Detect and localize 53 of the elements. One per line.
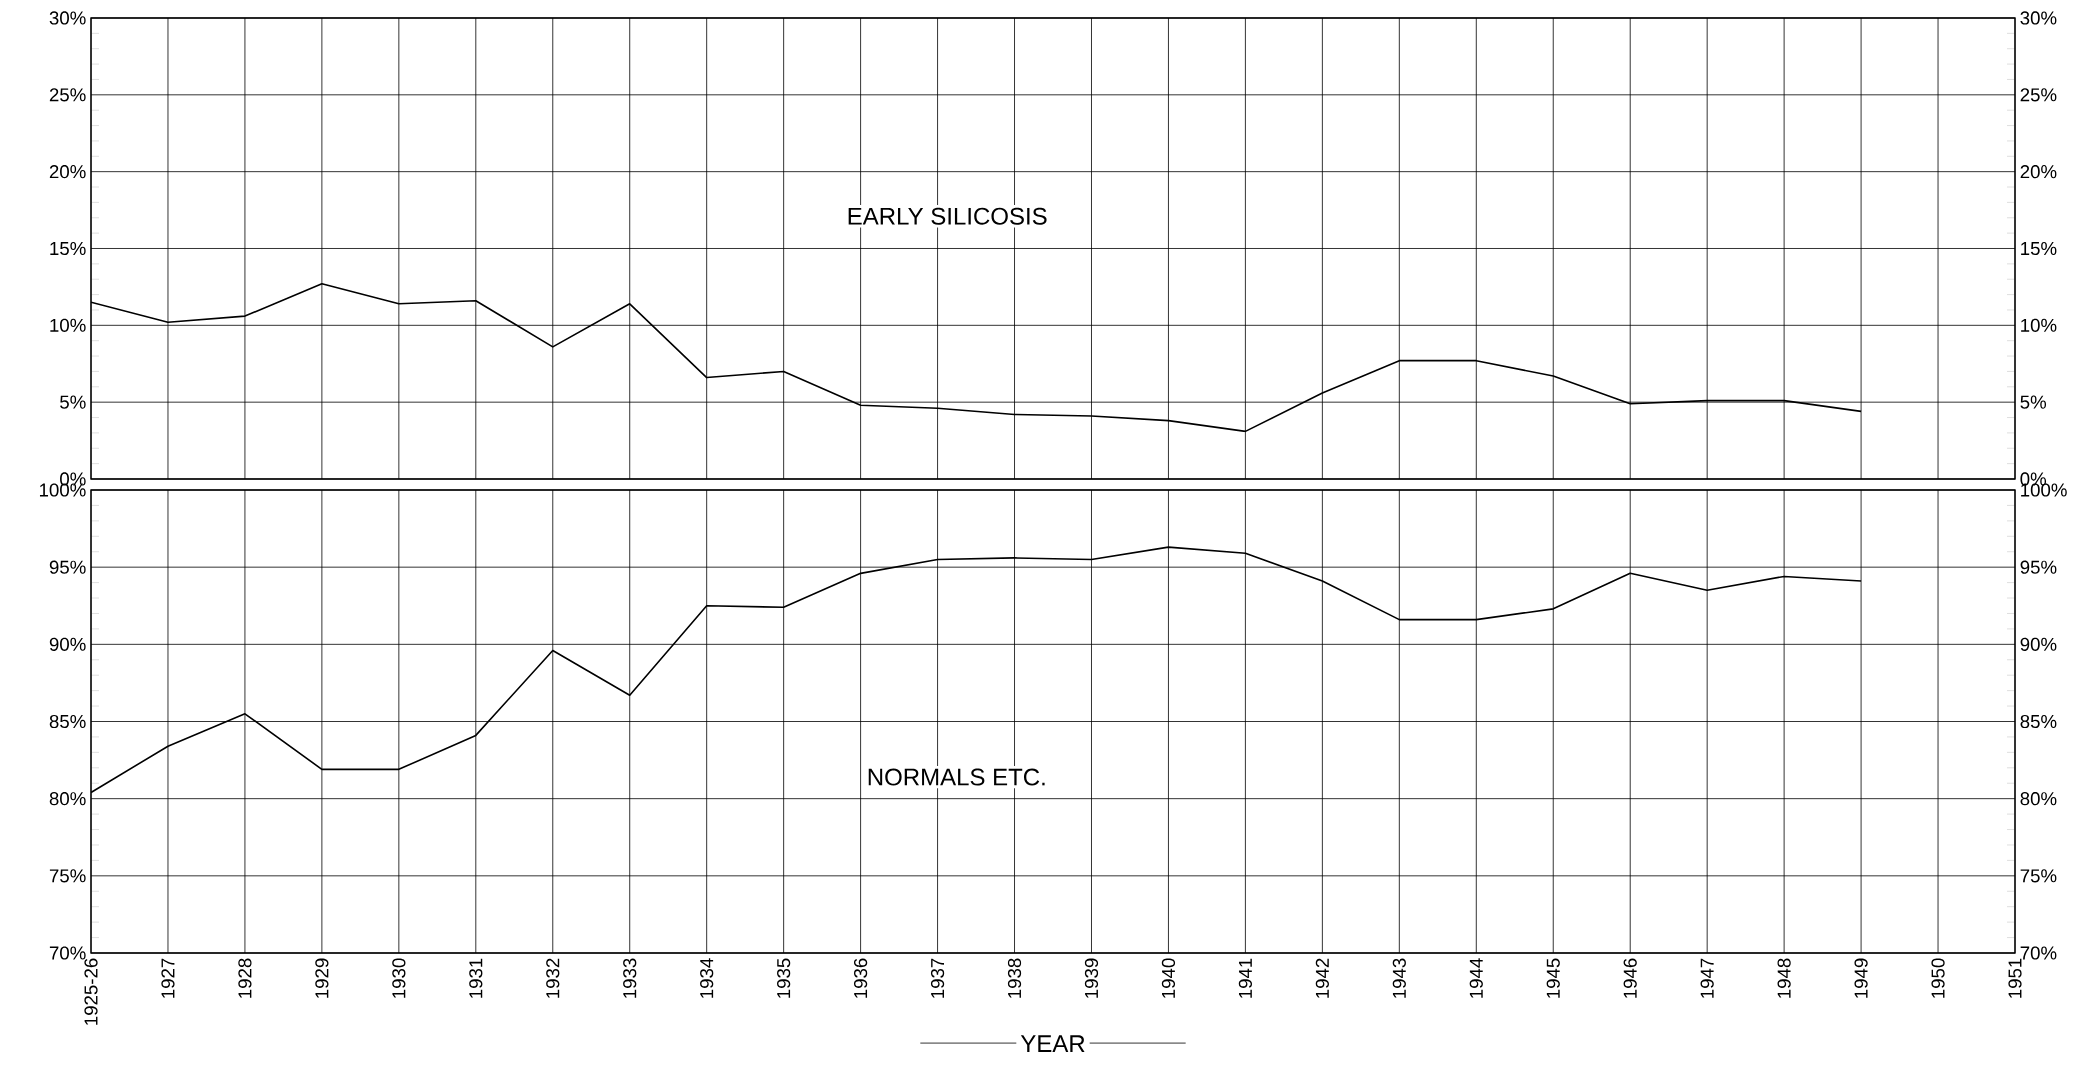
y-tick-label: 75% bbox=[49, 869, 86, 883]
x-tick-label: 1948 bbox=[1777, 958, 1791, 998]
x-tick-label: 1943 bbox=[1392, 958, 1406, 998]
y-tick-label: 10% bbox=[50, 318, 86, 332]
y-tick-label: 25% bbox=[49, 88, 86, 102]
y-tick-label: 15% bbox=[50, 241, 86, 256]
y-tick-label: 70% bbox=[49, 946, 86, 960]
y2-tick-label: 70% bbox=[2020, 946, 2057, 960]
x-tick-label: 1944 bbox=[1469, 958, 1483, 998]
x-tick-label: 1946 bbox=[1623, 958, 1637, 998]
x-tick-label: 1938 bbox=[1007, 958, 1022, 998]
y-tick-label: 90% bbox=[49, 637, 86, 651]
x-tick-label: 1942 bbox=[1315, 958, 1329, 998]
x-tick-label: 1932 bbox=[546, 958, 560, 998]
x-tick-label: 1931 bbox=[469, 958, 483, 998]
y-tick-label: 30% bbox=[49, 11, 86, 25]
x-tick-label: 1937 bbox=[930, 958, 945, 998]
annotation: NORMALS ETC. bbox=[868, 768, 1045, 786]
x-tick-label: 1928 bbox=[238, 958, 252, 998]
x-tick-label: 1935 bbox=[777, 958, 791, 998]
y-tick-label: 80% bbox=[49, 792, 86, 806]
y-tick-label: 20% bbox=[49, 165, 86, 179]
y-tick-label: 5% bbox=[60, 395, 86, 409]
x-tick-label: 1951 bbox=[2008, 958, 2022, 998]
y-tick-label: 95% bbox=[49, 560, 86, 574]
annotation: EARLY SILICOSIS bbox=[848, 207, 1047, 225]
y2-tick-label: 95% bbox=[2020, 560, 2057, 574]
x-tick-label: 1939 bbox=[1084, 958, 1099, 998]
x-tick-label: 1930 bbox=[392, 958, 406, 998]
x-tick-label: 1934 bbox=[700, 958, 714, 998]
x-tick-label: 1933 bbox=[623, 958, 637, 998]
x-tick-label: 1949 bbox=[1854, 958, 1868, 998]
y2-tick-label: 15% bbox=[2021, 241, 2057, 256]
x-tick-label: 1941 bbox=[1238, 958, 1253, 998]
y2-tick-label: 20% bbox=[2020, 165, 2057, 179]
y2-tick-label: 25% bbox=[2020, 88, 2057, 102]
x-tick-label: 1927 bbox=[161, 958, 175, 998]
x-tick-label: 1925-26 bbox=[84, 958, 98, 1025]
y2-tick-label: 90% bbox=[2020, 637, 2057, 651]
y2-tick-label: 80% bbox=[2020, 792, 2057, 806]
x-tick-label: 1947 bbox=[1700, 958, 1714, 998]
x-tick-label: 1940 bbox=[1161, 958, 1176, 998]
x-axis-title: YEAR bbox=[1020, 1035, 1085, 1052]
x-tick-label: 1936 bbox=[853, 958, 868, 998]
y2-tick-label: 85% bbox=[2020, 714, 2057, 729]
y2-tick-label: 5% bbox=[2020, 395, 2047, 409]
x-tick-label: 1945 bbox=[1546, 958, 1560, 998]
y-tick-label: 85% bbox=[49, 714, 86, 729]
y2-tick-label: 10% bbox=[2021, 318, 2057, 332]
x-tick-label: 1929 bbox=[315, 958, 329, 998]
y2-tick-label: 75% bbox=[2020, 869, 2057, 883]
y2-tick-label: 30% bbox=[2020, 11, 2057, 25]
x-tick-label: 1950 bbox=[1931, 958, 1945, 998]
